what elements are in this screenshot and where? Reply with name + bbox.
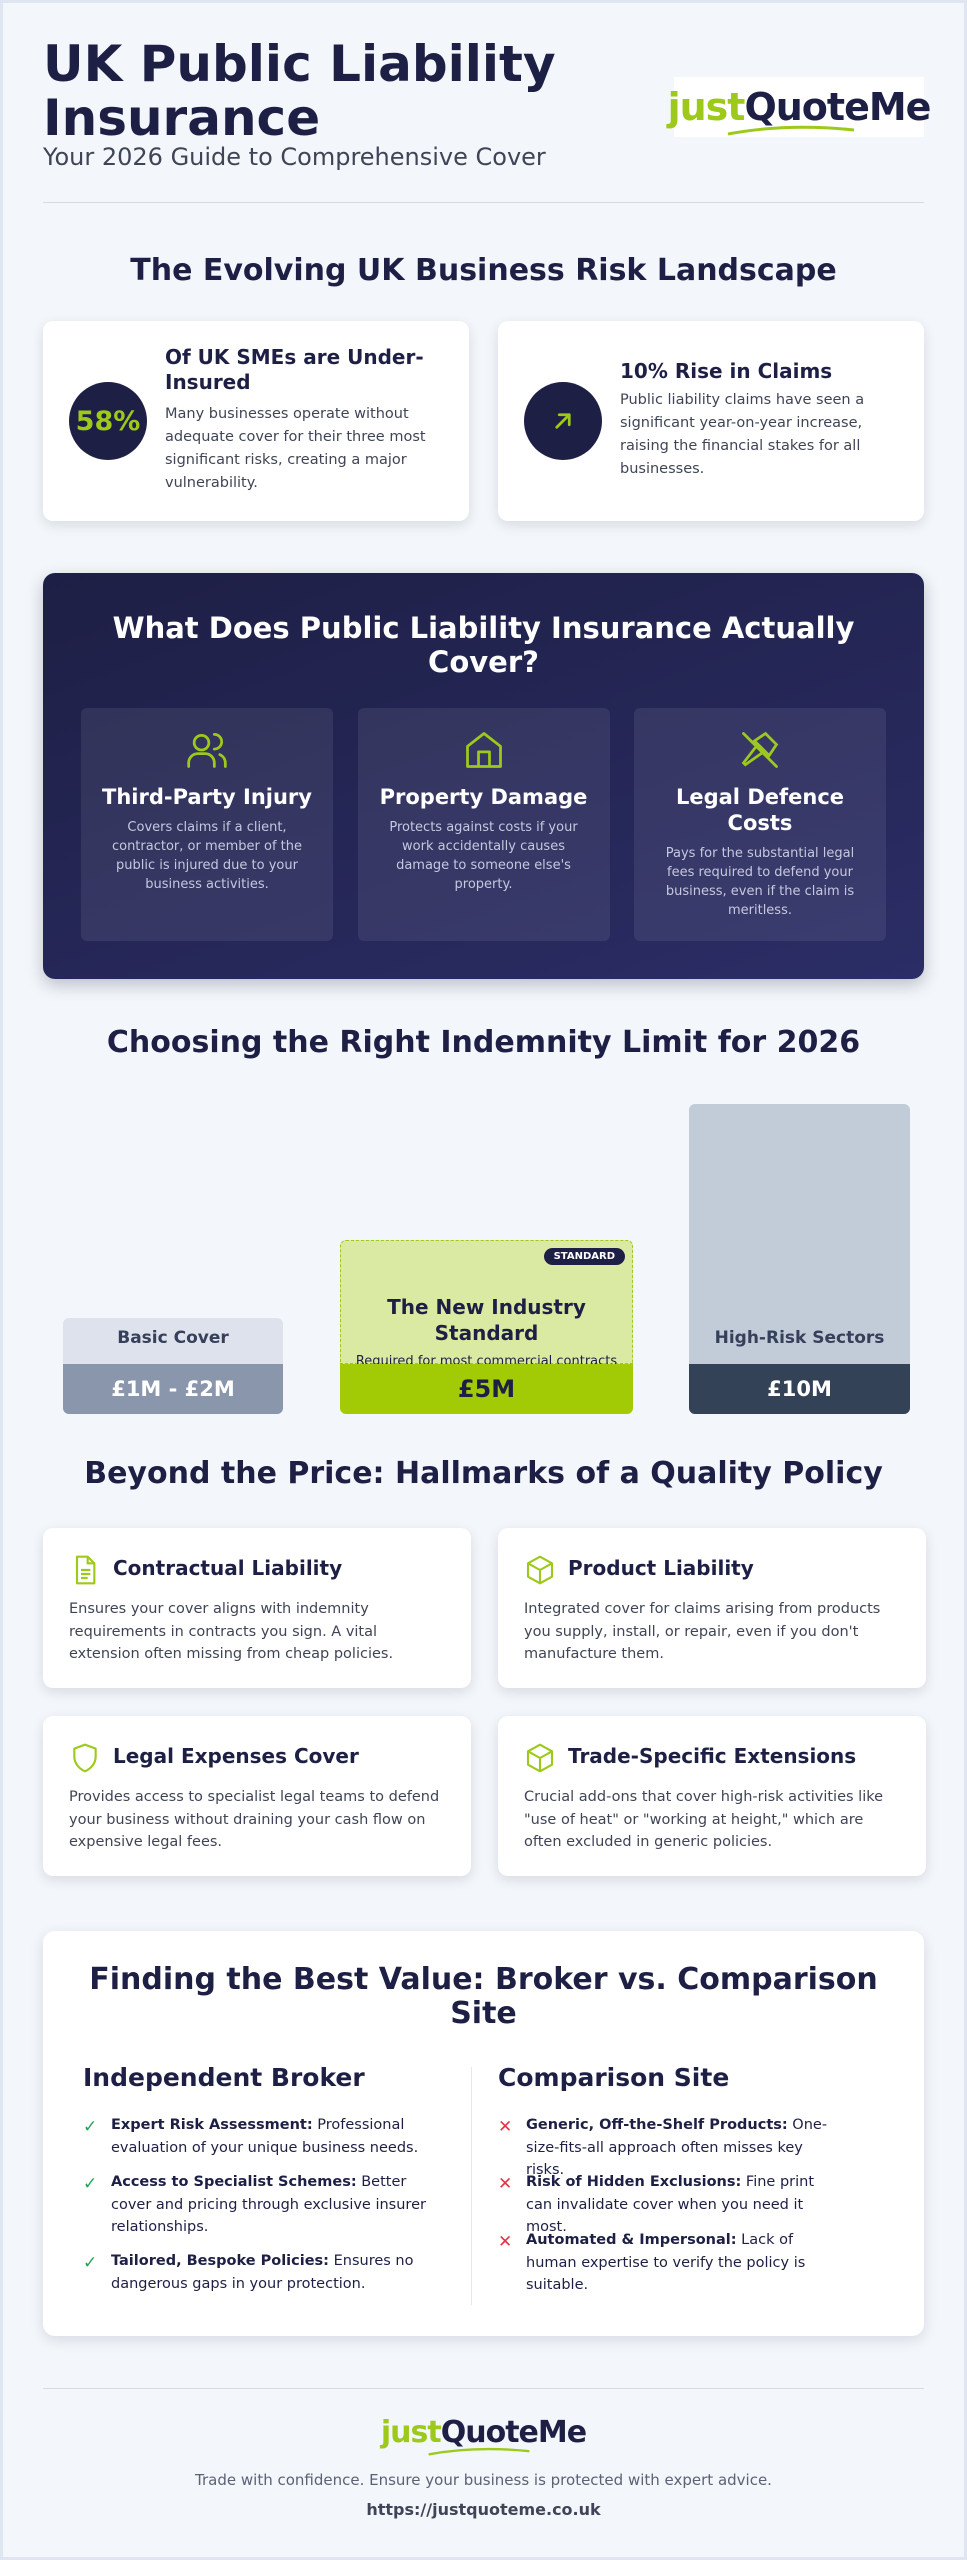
hallmark-body: Integrated cover for claims arising from… <box>524 1601 881 1662</box>
cover-card-body: Pays for the substantial legal fees requ… <box>665 846 855 918</box>
risk-card-underinsured: 58% Of UK SMEs are Under-Insured Many bu… <box>43 321 469 521</box>
broker-item: Access to Specialist Schemes: Better cov… <box>111 2174 426 2235</box>
comparison-column-title: Comparison Site <box>498 2063 730 2092</box>
footer-url-link[interactable]: https://justquoteme.co.uk <box>366 2500 601 2519</box>
risk-card-body: Public liability claims have seen a sign… <box>620 392 865 477</box>
risk-card-body: Many businesses operate without adequate… <box>165 406 426 491</box>
box-icon <box>526 1743 554 1773</box>
logo-part-just: just <box>667 85 746 129</box>
standard-badge: STANDARD <box>543 1248 625 1265</box>
cross-icon: ✕ <box>498 2174 513 2194</box>
hallmark-body: Crucial add-ons that cover high-risk act… <box>524 1789 884 1850</box>
arrow-up-right-icon <box>524 382 602 460</box>
cover-card-property: Property Damage Protects against costs i… <box>357 708 610 941</box>
shield-icon <box>73 1743 97 1773</box>
box-icon <box>526 1555 554 1585</box>
hallmark-body: Ensures your cover aligns with indemnity… <box>69 1601 394 1662</box>
document-icon <box>75 1555 96 1585</box>
gavel-icon <box>741 731 779 768</box>
column-divider <box>471 2067 472 2305</box>
cover-card-body: Protects against costs if your work acci… <box>389 820 578 892</box>
tier-label: High-Risk Sectors <box>714 1328 885 1348</box>
indemnity-section-title: Choosing the Right Indemnity Limit for 2… <box>106 1025 861 1060</box>
infographic-page: UK Public Liability Insurance Your 2026 … <box>3 3 964 2557</box>
versus-section-title: Finding the Best Value: Broker vs. Compa… <box>89 1962 878 2031</box>
cover-card-title: Third-Party Injury <box>102 785 312 809</box>
hallmark-card-legal-expenses: Legal Expenses Cover Provides access to … <box>43 1716 471 1876</box>
hallmarks-section-title: Beyond the Price: Hallmarks of a Quality… <box>84 1456 883 1491</box>
cover-cards: Third-Party Injury Covers claims if a cl… <box>81 708 886 941</box>
footer-divider <box>43 2388 924 2389</box>
hallmark-heading: Trade-Specific Extensions <box>568 1744 857 1768</box>
tier-value: £1M - £2M <box>63 1364 283 1414</box>
hallmark-heading: Legal Expenses Cover <box>113 1744 359 1768</box>
hallmark-card-trade-extensions: Trade-Specific Extensions Crucial add-on… <box>498 1716 926 1876</box>
check-icon: ✓ <box>83 2117 98 2137</box>
footer-logo[interactable]: justQuoteMe <box>3 2415 964 2456</box>
house-icon <box>465 732 502 768</box>
stat-circle: 58% <box>69 382 147 460</box>
comparison-item: Risk of Hidden Exclusions: Fine print ca… <box>526 2174 815 2235</box>
hallmark-heading: Contractual Liability <box>113 1556 343 1580</box>
hallmark-card-product: Product Liability Integrated cover for c… <box>498 1528 926 1688</box>
tier-high-risk: High-Risk Sectors £10M <box>689 1104 910 1414</box>
risk-card-heading: Of UK SMEs are Under-Insured <box>165 345 424 394</box>
hallmark-body: Provides access to specialist legal team… <box>69 1789 440 1850</box>
risk-card-heading: 10% Rise in Claims <box>620 359 833 383</box>
cover-card-title: Property Damage <box>379 785 588 809</box>
logo-swoosh-icon <box>428 2447 530 2456</box>
page-subtitle: Your 2026 Guide to Comprehensive Cover <box>43 143 546 171</box>
cross-icon: ✕ <box>498 2232 513 2252</box>
versus-section: Finding the Best Value: Broker vs. Compa… <box>43 1931 924 2336</box>
broker-column-title: Independent Broker <box>83 2063 365 2092</box>
logo-swoosh-icon <box>727 125 854 136</box>
tier-value: £5M <box>340 1364 633 1414</box>
tier-heading: The New Industry Standard <box>387 1295 586 1345</box>
users-icon <box>187 733 227 768</box>
broker-item: Tailored, Bespoke Policies: Ensures no d… <box>111 2253 414 2292</box>
cross-icon: ✕ <box>498 2117 513 2137</box>
comparison-item: Automated & Impersonal: Lack of human ex… <box>526 2232 806 2293</box>
broker-item: Expert Risk Assessment: Professional eva… <box>111 2117 419 2156</box>
cover-card-legal: Legal Defence Costs Pays for the substan… <box>634 708 886 941</box>
cover-card-body: Covers claims if a client, contractor, o… <box>111 820 303 892</box>
footer-tagline: Trade with confidence. Ensure your busin… <box>195 2471 772 2489</box>
risk-section-title: The Evolving UK Business Risk Landscape <box>130 253 837 288</box>
tier-label: Basic Cover <box>117 1328 229 1348</box>
cover-card-injury: Third-Party Injury Covers claims if a cl… <box>81 708 333 941</box>
cover-section: What Does Public Liability Insurance Act… <box>43 573 924 979</box>
comparison-item: Generic, Off-the-Shelf Products: One-siz… <box>526 2117 828 2178</box>
header: UK Public Liability Insurance Your 2026 … <box>43 3 931 203</box>
risk-card-claims: 10% Rise in Claims Public liability clai… <box>498 321 924 521</box>
cover-section-title: What Does Public Liability Insurance Act… <box>112 611 855 679</box>
brand-logo[interactable]: justQuoteMe <box>668 77 931 137</box>
tier-standard: STANDARD The New Industry Standard Requi… <box>340 1240 633 1414</box>
tier-basic: Basic Cover £1M - £2M <box>63 1318 283 1414</box>
hallmark-card-contractual: Contractual Liability Ensures your cover… <box>43 1528 471 1688</box>
logo-part-quoteme: QuoteMe <box>744 85 931 129</box>
check-icon: ✓ <box>83 2253 98 2273</box>
hallmark-heading: Product Liability <box>568 1556 754 1580</box>
page-title: UK Public Liability Insurance <box>43 35 556 147</box>
risk-cards: 58% Of UK SMEs are Under-Insured Many bu… <box>43 321 924 521</box>
tier-value: £10M <box>689 1364 910 1414</box>
cover-card-title: Legal Defence Costs <box>675 785 845 835</box>
check-icon: ✓ <box>83 2174 98 2194</box>
